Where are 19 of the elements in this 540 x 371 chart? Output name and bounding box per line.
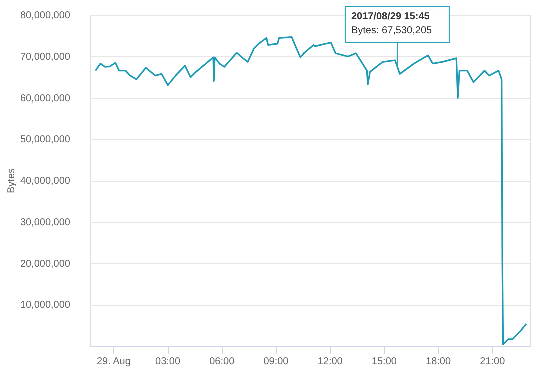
y-tick-label: 40,000,000 [20, 176, 71, 187]
x-tick-label: 12:00 [318, 356, 344, 368]
y-tick-label: 50,000,000 [20, 134, 71, 146]
annotation: 2017/08/29 15:45 Bytes: 67,530,205 [351, 12, 433, 37]
y-tick-label: 60,000,000 [20, 93, 71, 104]
y-tick-label: 80,000,000 [20, 10, 71, 22]
y-tick-label: 10,000,000 [20, 300, 71, 312]
y-tick-label: 70,000,000 [20, 52, 71, 63]
x-tick-label: 29. Aug [96, 356, 131, 368]
y-axis-title: Bytes [6, 168, 18, 194]
x-tick-label: 15:00 [372, 356, 398, 368]
x-tick-label: 21:00 [480, 356, 506, 368]
line-series [94, 36, 528, 346]
x-tick-label: 06:00 [210, 356, 236, 368]
x-tick-label: 03:00 [156, 356, 181, 368]
y-tick-label: 30,000,000 [20, 217, 71, 228]
x-tick-label: 18:00 [426, 356, 452, 368]
x-tick-label: 09:00 [264, 356, 290, 368]
y-tick-label: 20,000,000 [20, 258, 71, 270]
